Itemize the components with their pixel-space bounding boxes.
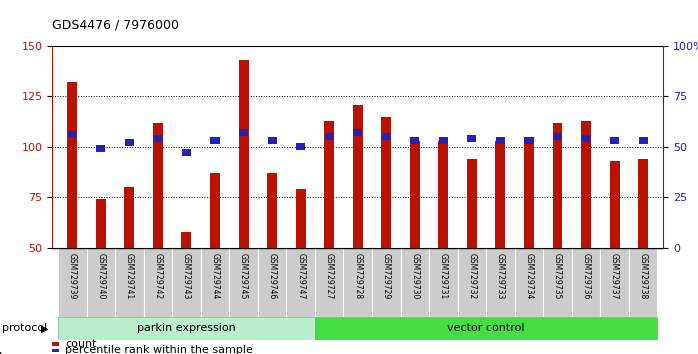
Bar	[553, 133, 562, 140]
Text: GSM729744: GSM729744	[211, 253, 220, 300]
Bar	[67, 82, 77, 248]
Bar	[553, 123, 563, 248]
Text: vector control: vector control	[447, 323, 525, 333]
Bar	[239, 129, 248, 136]
Bar	[181, 232, 191, 248]
Bar	[609, 161, 620, 248]
Bar	[581, 135, 591, 142]
Text: GSM729742: GSM729742	[154, 253, 163, 299]
Text: GDS4476 / 7976000: GDS4476 / 7976000	[52, 19, 179, 32]
Bar	[96, 145, 105, 153]
Text: GSM729729: GSM729729	[382, 253, 391, 299]
Bar	[352, 104, 363, 248]
Bar	[315, 317, 658, 340]
Bar	[496, 137, 505, 144]
Text: GSM729728: GSM729728	[353, 253, 362, 299]
Bar	[486, 248, 514, 317]
Bar	[68, 131, 77, 138]
Bar	[325, 133, 334, 140]
Bar	[230, 248, 258, 317]
Text: protocol: protocol	[2, 323, 47, 333]
Bar	[124, 187, 135, 248]
Bar	[524, 137, 533, 144]
Bar	[144, 248, 172, 317]
Bar	[438, 141, 448, 248]
Bar	[96, 199, 106, 248]
Bar	[115, 248, 144, 317]
Bar	[296, 189, 306, 248]
Text: GSM729739: GSM729739	[68, 253, 77, 300]
Text: GSM729736: GSM729736	[581, 253, 591, 300]
Bar	[211, 137, 220, 144]
Text: GSM729727: GSM729727	[325, 253, 334, 299]
Bar	[286, 248, 315, 317]
Bar	[410, 141, 419, 248]
Text: GSM729745: GSM729745	[239, 253, 248, 300]
Bar	[267, 173, 277, 248]
Bar	[638, 159, 648, 248]
Bar	[353, 129, 362, 136]
Bar	[125, 139, 134, 147]
Text: count: count	[65, 339, 96, 349]
Bar	[239, 60, 248, 248]
Bar	[458, 248, 486, 317]
Text: GSM729741: GSM729741	[125, 253, 134, 299]
Text: GSM729738: GSM729738	[639, 253, 648, 299]
Bar	[87, 248, 115, 317]
Bar	[439, 137, 448, 144]
Bar	[324, 121, 334, 248]
Text: GSM729731: GSM729731	[439, 253, 448, 299]
Text: GSM729732: GSM729732	[468, 253, 476, 299]
Bar	[382, 133, 391, 140]
Bar	[258, 248, 286, 317]
Bar	[343, 248, 372, 317]
Bar	[154, 135, 163, 142]
Text: GSM729733: GSM729733	[496, 253, 505, 300]
Bar	[153, 123, 163, 248]
Bar	[496, 141, 505, 248]
Text: GSM729735: GSM729735	[553, 253, 562, 300]
Text: percentile rank within the sample: percentile rank within the sample	[65, 346, 253, 354]
Bar	[429, 248, 458, 317]
Bar	[210, 173, 220, 248]
Bar	[639, 137, 648, 144]
Text: parkin expression: parkin expression	[137, 323, 236, 333]
Bar	[600, 248, 629, 317]
Text: GSM729740: GSM729740	[96, 253, 105, 300]
Bar	[401, 248, 429, 317]
Bar	[315, 248, 343, 317]
Text: ▶: ▶	[40, 323, 48, 333]
Bar	[182, 149, 191, 156]
Bar	[468, 135, 477, 142]
Bar	[58, 248, 87, 317]
Bar	[296, 143, 305, 150]
Bar	[524, 141, 534, 248]
Bar	[172, 248, 201, 317]
Text: GSM729737: GSM729737	[610, 253, 619, 300]
Bar	[201, 248, 230, 317]
Text: GSM729730: GSM729730	[410, 253, 419, 300]
Bar	[629, 248, 658, 317]
Bar	[572, 248, 600, 317]
Bar	[381, 117, 392, 248]
Text: GSM729747: GSM729747	[296, 253, 305, 300]
Bar	[610, 137, 619, 144]
Bar	[543, 248, 572, 317]
Bar	[581, 121, 591, 248]
Bar	[267, 137, 276, 144]
Text: GSM729743: GSM729743	[182, 253, 191, 300]
Text: GSM729734: GSM729734	[524, 253, 533, 300]
Text: GSM729746: GSM729746	[267, 253, 276, 300]
Bar	[514, 248, 543, 317]
Bar	[372, 248, 401, 317]
Bar	[410, 137, 419, 144]
Bar	[467, 159, 477, 248]
Bar	[58, 317, 315, 340]
